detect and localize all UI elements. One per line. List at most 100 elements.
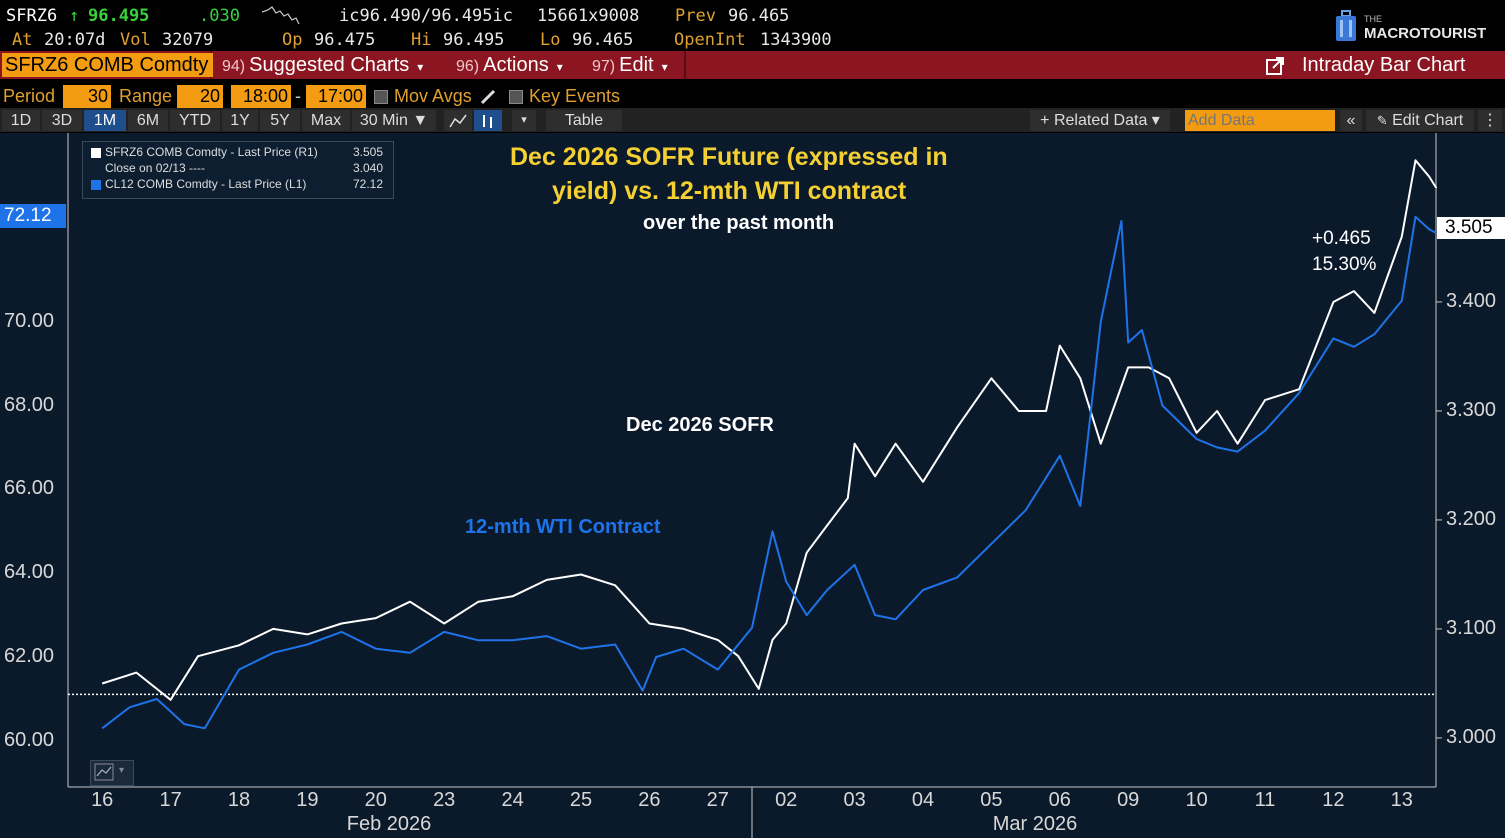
- y-left-tick-label: 62.00: [4, 645, 55, 668]
- tab-1d[interactable]: 1D: [2, 110, 40, 131]
- bid-ask-size: 15661x9008: [537, 6, 640, 26]
- key-events-toggle[interactable]: Key Events: [509, 85, 620, 108]
- mov-avgs-label: Mov Avgs: [394, 86, 472, 106]
- tab-5y[interactable]: 5Y: [260, 110, 300, 131]
- x-tick-label: 12: [1322, 789, 1345, 811]
- chart-legend[interactable]: SFRZ6 COMB Comdty - Last Price (R1) 3.505…: [82, 141, 394, 199]
- checkbox-icon[interactable]: [509, 90, 523, 105]
- tab-1y[interactable]: 1Y: [222, 110, 258, 131]
- chart-type-toggle[interactable]: ▾: [90, 760, 134, 786]
- y-left-tick-label: 68.00: [4, 393, 55, 416]
- x-tick-label: 09: [1117, 789, 1140, 811]
- time-label: At: [12, 30, 33, 50]
- sofr-annotation: Dec 2026 SOFR: [626, 414, 774, 436]
- timeframe-tabs: 1D 3D 1M 6M YTD 1Y 5Y Max 30 Min ▼ ▾ Tab…: [0, 108, 1505, 132]
- y-right-tick-label: 3.400: [1446, 289, 1497, 312]
- x-tick-label: 18: [227, 789, 251, 811]
- open-label: Op: [282, 30, 303, 50]
- external-link-icon[interactable]: [1265, 56, 1285, 76]
- edit-label: Edit: [619, 54, 654, 76]
- legend-item: SFRZ6 COMB Comdty - Last Price (R1) 3.505: [91, 145, 383, 160]
- mov-avgs-toggle[interactable]: Mov Avgs: [374, 85, 472, 108]
- interval-select[interactable]: 30 Min ▼: [352, 110, 436, 131]
- related-data-button[interactable]: + Related Data ▾: [1030, 110, 1170, 131]
- y-right-tick-label: 3.100: [1446, 616, 1497, 639]
- low-label: Lo: [540, 30, 561, 50]
- chevron-down-icon: ▾: [661, 60, 668, 74]
- high-label: Hi: [411, 30, 432, 50]
- up-arrow-icon: ↑: [69, 6, 80, 26]
- x-tick-label: 19: [296, 789, 319, 811]
- prev-value: 96.465: [728, 6, 790, 26]
- brand-logo-text: MACROTOURIST: [1364, 25, 1487, 42]
- edit-chart-label: Edit Chart: [1392, 112, 1464, 129]
- x-tick-label: 05: [980, 789, 1003, 811]
- bar-chart-button[interactable]: [474, 110, 502, 131]
- y-left-tick-label: 66.00: [4, 477, 55, 500]
- change-percent: 15.30%: [1312, 254, 1377, 275]
- add-data-input[interactable]: [1185, 110, 1335, 131]
- period-input[interactable]: 30: [63, 85, 111, 108]
- chart-canvas[interactable]: [0, 133, 1505, 838]
- tab-ytd[interactable]: YTD: [170, 110, 220, 131]
- wti-series-line: [101, 215, 1437, 730]
- tab-3d[interactable]: 3D: [42, 110, 82, 131]
- line-chart-icon: [449, 114, 467, 128]
- chevron-down-icon: ▾: [119, 765, 125, 776]
- y-right-tick-label: 3.000: [1446, 725, 1497, 748]
- chart-type-label[interactable]: Intraday Bar Chart: [1302, 54, 1466, 76]
- actions-menu[interactable]: 96) Actions ▾: [456, 51, 563, 79]
- x-tick-label: 03: [843, 789, 866, 811]
- tab-1m[interactable]: 1M: [84, 110, 126, 131]
- time-value: 20:07d: [44, 30, 106, 50]
- command-toolbar: 94) Suggested Charts ▾ 96) Actions ▾ 97) Edit…: [0, 51, 1505, 79]
- volume-value: 32079: [162, 30, 214, 50]
- line-chart-button[interactable]: [444, 110, 472, 131]
- low-value: 96.465: [572, 30, 634, 50]
- edit-menu[interactable]: 97) Edit ▾: [592, 51, 668, 79]
- chart-subtitle: over the past month: [643, 212, 835, 234]
- chart-title-line1: Dec 2026 SOFR Future (expressed in: [510, 143, 948, 171]
- time-separator: -: [295, 86, 301, 106]
- x-tick-label: 23: [433, 789, 456, 811]
- end-time-input[interactable]: 17:00: [306, 85, 366, 108]
- legend-label: Close on 02/13 ----: [105, 161, 206, 175]
- left-last-value-tag: 72.12: [0, 204, 66, 228]
- collapse-icon[interactable]: «: [1340, 110, 1362, 131]
- more-options-icon[interactable]: ⋮: [1478, 110, 1502, 131]
- chart-title-line2: yield) vs. 12-mth WTI contract: [552, 177, 907, 205]
- tab-max[interactable]: Max: [302, 110, 350, 131]
- key-events-label: Key Events: [529, 86, 621, 106]
- range-input[interactable]: 20: [177, 85, 223, 108]
- x-tick-label: 11: [1254, 789, 1276, 811]
- pencil-icon[interactable]: [479, 88, 497, 106]
- x-tick-label: 16: [91, 789, 114, 811]
- prev-label: Prev: [675, 6, 716, 26]
- bar-chart-icon: [483, 115, 492, 128]
- suggested-charts-menu[interactable]: 94) Suggested Charts ▾: [222, 51, 423, 79]
- table-button[interactable]: Table: [546, 110, 622, 131]
- legend-value: 3.040: [353, 161, 384, 175]
- x-tick-label: 13: [1390, 789, 1413, 811]
- legend-swatch: [91, 164, 101, 174]
- ticker-input[interactable]: SFRZ6 COMB Comdty: [2, 53, 213, 77]
- x-tick-label: 24: [501, 789, 524, 811]
- x-tick-label: 20: [364, 789, 387, 811]
- legend-swatch: [91, 147, 101, 158]
- suggested-charts-label: Suggested Charts: [249, 54, 410, 76]
- mini-line-chart-icon: [94, 763, 114, 781]
- volume-label: Vol: [120, 30, 151, 50]
- sofr-series-line: [101, 159, 1437, 701]
- edit-chart-button[interactable]: ✎ Edit Chart: [1366, 110, 1474, 131]
- checkbox-icon[interactable]: [374, 90, 388, 105]
- x-tick-label: 17: [159, 789, 182, 811]
- ticker-symbol[interactable]: SFRZ6: [6, 6, 58, 26]
- net-change: .030: [199, 6, 240, 26]
- start-time-input[interactable]: 18:00: [231, 85, 291, 108]
- divider: [684, 51, 686, 79]
- open-interest-label: OpenInt: [674, 30, 746, 50]
- chart-style-dropdown[interactable]: ▾: [512, 110, 536, 131]
- tab-6m[interactable]: 6M: [128, 110, 168, 131]
- y-left-tick-label: 60.00: [4, 728, 55, 751]
- legend-label: SFRZ6 COMB Comdty - Last Price (R1): [105, 145, 318, 159]
